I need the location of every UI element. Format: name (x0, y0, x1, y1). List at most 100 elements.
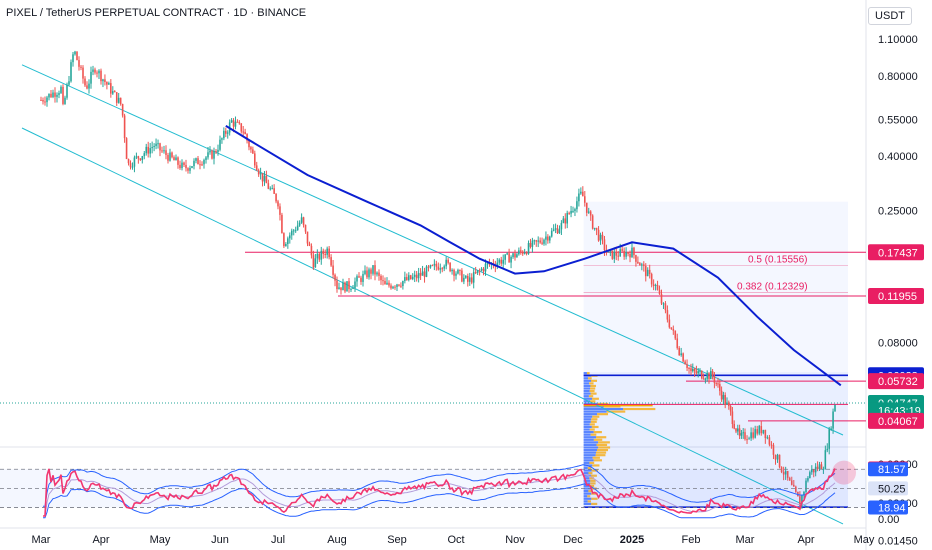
candle-body (76, 51, 78, 61)
candle-body (209, 150, 211, 153)
candle-body (400, 285, 402, 287)
candle-body (322, 250, 325, 255)
candle-body (648, 269, 651, 275)
candle-body (294, 230, 297, 232)
candle-body (248, 140, 250, 148)
candle-body (221, 138, 223, 140)
fib-label-1: 0.382 (0.12329) (737, 281, 808, 292)
candle-body (766, 437, 769, 439)
candle-body (110, 83, 112, 94)
candle-body (72, 54, 74, 63)
candle-body (587, 211, 590, 213)
candle-body (756, 429, 758, 434)
candle-body (834, 404, 836, 412)
profile-bar-buy (583, 431, 594, 434)
candle-body (762, 429, 765, 434)
profile-bar-buy (583, 502, 592, 506)
candle-body (250, 147, 252, 150)
candle-body (506, 253, 508, 255)
candle-body (348, 281, 350, 290)
profile-bar-sell (595, 454, 606, 457)
profile-bar-buy (583, 433, 591, 436)
currency-selector[interactable]: USDT (868, 7, 912, 25)
price-badge-label: 0.11955 (878, 291, 917, 303)
candle-body (439, 268, 442, 270)
candle-body (729, 406, 732, 412)
candle-body (805, 480, 807, 492)
profile-bar-sell (591, 418, 598, 421)
candle-body (508, 253, 510, 263)
candle-body (257, 170, 260, 175)
candle-body (112, 91, 114, 94)
candle-body (102, 79, 104, 82)
profile-bar-buy (583, 418, 592, 421)
profile-bar-sell (596, 451, 607, 454)
candle-body (601, 234, 604, 240)
time-tick-label: Dec (563, 534, 583, 546)
candle-body (556, 228, 559, 234)
profile-bar-sell (591, 469, 598, 472)
candle-body (650, 274, 653, 285)
candle-body (429, 265, 432, 268)
candle-body (336, 280, 338, 290)
candle-body (502, 259, 504, 264)
profile-bar-sell (596, 436, 607, 439)
candle-body (470, 277, 473, 283)
candle-body (368, 269, 370, 278)
candle-body (496, 262, 499, 267)
candle-body (183, 162, 185, 165)
candle-body (408, 275, 410, 280)
candle-body (277, 201, 279, 207)
profile-bar-sell (589, 484, 595, 488)
candle-body (447, 259, 449, 263)
candle-body (275, 193, 277, 202)
candle-body (431, 265, 434, 267)
chart-title: PIXEL / TetherUS PERPETUAL CONTRACT · 1D… (6, 7, 307, 19)
candles-group (40, 50, 836, 509)
candle-body (692, 368, 694, 372)
candle-body (74, 51, 76, 55)
profile-bar-buy (583, 436, 597, 439)
candle-body (92, 69, 94, 72)
candle-body (758, 426, 761, 434)
candle-body (415, 274, 418, 279)
profile-bar-buy (583, 500, 588, 503)
candle-body (818, 464, 821, 469)
candle-body (682, 353, 684, 362)
candle-body (42, 100, 44, 102)
candle-body (453, 269, 455, 276)
profile-bar-buy (583, 384, 591, 388)
candle-body (411, 276, 414, 280)
candle-body (750, 432, 752, 439)
price-tick-label: 1.10000 (878, 34, 918, 46)
candle-body (449, 262, 451, 272)
candle-body (226, 132, 229, 134)
candle-body (686, 364, 688, 368)
candle-body (619, 249, 621, 257)
candle-body (115, 92, 118, 103)
candle-body (715, 382, 717, 384)
candle-body (693, 368, 696, 372)
candle-body (486, 263, 489, 265)
profile-bar-sell (589, 382, 594, 385)
candle-body (668, 319, 671, 328)
candle-body (735, 428, 737, 432)
candle-body (809, 472, 811, 479)
profile-bar-sell (587, 495, 591, 498)
candle-body (113, 91, 116, 93)
price-badge-label: 0.05732 (878, 376, 918, 388)
profile-bar-sell (590, 387, 596, 390)
candle-body (254, 153, 256, 166)
profile-bar-buy (583, 451, 597, 454)
candle-body (822, 469, 825, 471)
candle-body (332, 265, 334, 275)
candle-body (793, 484, 795, 487)
candle-body (564, 218, 567, 224)
profile-bar-buy (583, 407, 624, 411)
candle-body (382, 280, 384, 282)
candle-body (672, 328, 675, 331)
candle-body (613, 251, 616, 259)
candle-body (376, 272, 378, 275)
